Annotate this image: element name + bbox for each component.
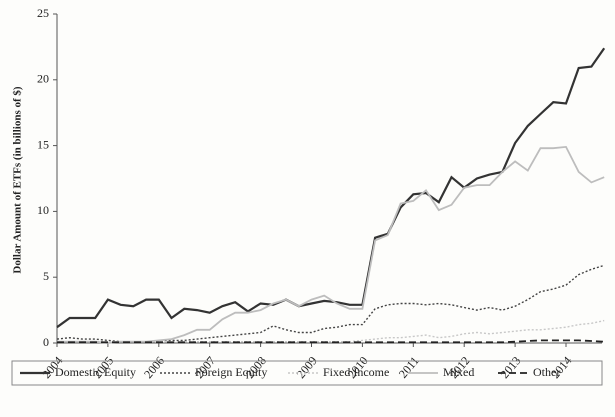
legend-label: Other (533, 365, 560, 379)
series-line (57, 339, 605, 344)
y-tick-label: 25 (37, 6, 49, 20)
x-tick-label: 2009 (294, 354, 320, 381)
series-line (56, 47, 606, 329)
series-line (56, 264, 605, 343)
y-tick-label: 15 (37, 137, 49, 151)
legend-label: Foreign Equity (195, 365, 267, 379)
x-tick-label: 2006 (141, 354, 167, 381)
y-axis-label: Dollar Amount of ETFs (in billions of $) (12, 86, 24, 273)
legend-label: Domestic Equity (55, 365, 136, 379)
y-tick-label: 5 (43, 269, 49, 283)
legend-box (11, 360, 603, 386)
y-tick-label: 10 (37, 203, 49, 217)
series-line (57, 145, 605, 344)
legend-label: Mixed (443, 365, 474, 379)
x-tick-label: 2013 (497, 354, 523, 381)
series-line (57, 319, 605, 343)
legend-label: Fixed Income (323, 365, 389, 379)
x-tick-label: 2011 (396, 354, 422, 381)
y-tick-label: 20 (37, 72, 49, 86)
y-tick-label: 0 (43, 335, 49, 349)
